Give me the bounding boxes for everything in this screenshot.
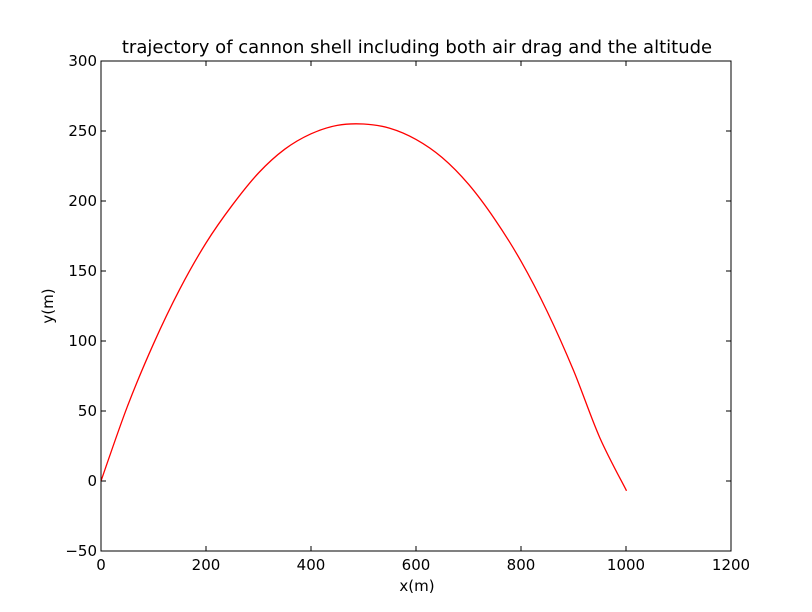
y-tick-label: 200 <box>68 192 97 210</box>
series-layer <box>100 123 628 492</box>
y-tick-label: 50 <box>78 402 97 420</box>
x-axis-label: x(m) <box>399 577 434 595</box>
y-tick-label: 100 <box>68 332 97 350</box>
y-tick-label: 0 <box>87 472 97 490</box>
axis-tick-labels: 0 200 400 600 800 1000 1200−500501001502002503… <box>65 52 750 574</box>
y-tick-label: −50 <box>65 542 97 560</box>
axis-ticks <box>100 60 732 552</box>
x-tick-label: 400 <box>297 556 326 574</box>
x-tick-label: 600 <box>402 556 431 574</box>
y-axis-label: y(m) <box>39 288 57 323</box>
plot-area-frame <box>100 60 732 552</box>
y-tick-label: 150 <box>68 262 97 280</box>
x-tick-label: 0 <box>96 556 106 574</box>
x-tick-label: 200 <box>192 556 221 574</box>
y-tick-label: 250 <box>68 122 97 140</box>
chart-title: trajectory of cannon shell including bot… <box>122 37 712 58</box>
y-tick-label: 300 <box>68 52 97 70</box>
trajectory-line <box>100 123 628 492</box>
x-tick-label: 800 <box>507 556 536 574</box>
x-tick-label: 1000 <box>607 556 645 574</box>
x-tick-label: 1200 <box>712 556 750 574</box>
